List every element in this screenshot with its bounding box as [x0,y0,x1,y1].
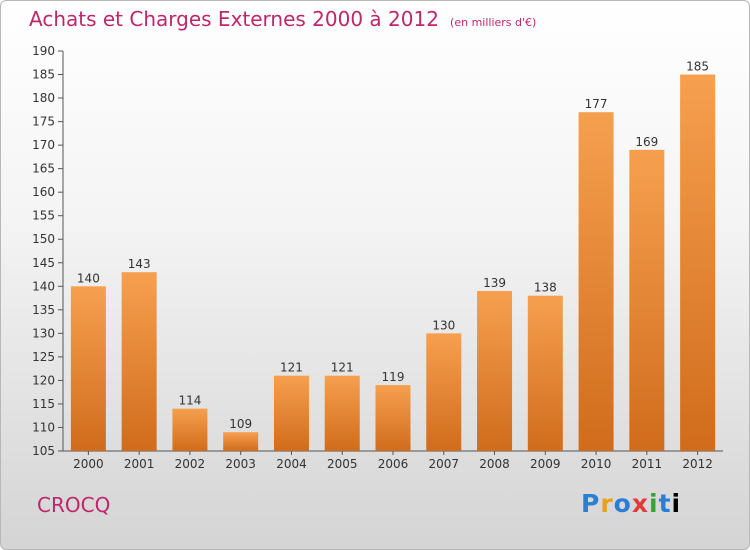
data-label: 177 [585,97,608,111]
y-tick-label: 145 [32,256,55,270]
bar [273,375,309,451]
x-tick-label: 2007 [428,457,459,471]
chart-unit: (en milliers d'€) [450,16,537,29]
y-tick-label: 190 [32,44,55,58]
y-tick-label: 170 [32,138,55,152]
x-tick-label: 2008 [479,457,510,471]
data-label: 143 [128,257,151,271]
bar [578,112,614,452]
data-label: 140 [77,271,100,285]
chart-title: Achats et Charges Externes 2000 à 2012 [29,7,439,31]
x-tick-label: 2010 [581,457,612,471]
y-tick-label: 125 [32,350,55,364]
x-tick-label: 2004 [276,457,307,471]
y-tick-label: 165 [32,162,55,176]
bar [70,286,106,451]
data-label: 138 [534,281,557,295]
y-tick-label: 185 [32,68,55,82]
bar [527,295,563,451]
y-tick-label: 175 [32,115,55,129]
y-tick-label: 160 [32,185,55,199]
data-label: 114 [178,394,201,408]
data-label: 185 [686,60,709,74]
x-tick-label: 2012 [682,457,713,471]
x-tick-label: 2000 [73,457,104,471]
bar [629,149,665,451]
x-tick-label: 2005 [327,457,358,471]
bar [680,74,716,451]
data-label: 121 [331,361,354,375]
y-tick-label: 155 [32,209,55,223]
data-label: 139 [483,276,506,290]
y-tick-label: 110 [32,420,55,434]
commune-name: CROCQ [37,493,111,517]
bar [172,408,208,451]
x-tick-label: 2011 [632,457,663,471]
x-tick-label: 2002 [175,457,206,471]
bar [426,333,462,451]
y-tick-label: 130 [32,326,55,340]
data-label: 130 [432,318,455,332]
data-label: 121 [280,361,303,375]
y-tick-label: 135 [32,303,55,317]
bar [223,432,259,451]
bar [375,385,411,451]
bar [324,375,360,451]
x-tick-label: 2001 [124,457,155,471]
y-tick-label: 140 [32,279,55,293]
chart-title-block: Achats et Charges Externes 2000 à 2012 (… [29,7,536,31]
y-tick-label: 120 [32,373,55,387]
bar [477,291,513,451]
x-tick-label: 2009 [530,457,561,471]
proxiti-logo[interactable]: Proxiti [581,489,682,518]
x-tick-label: 2003 [225,457,256,471]
y-tick-label: 180 [32,91,55,105]
data-label: 169 [635,135,658,149]
y-tick-label: 115 [32,397,55,411]
x-tick-label: 2006 [378,457,409,471]
data-label: 119 [382,370,405,384]
y-tick-label: 105 [32,444,55,458]
bar [121,272,157,451]
data-label: 109 [229,417,252,431]
y-tick-label: 150 [32,232,55,246]
